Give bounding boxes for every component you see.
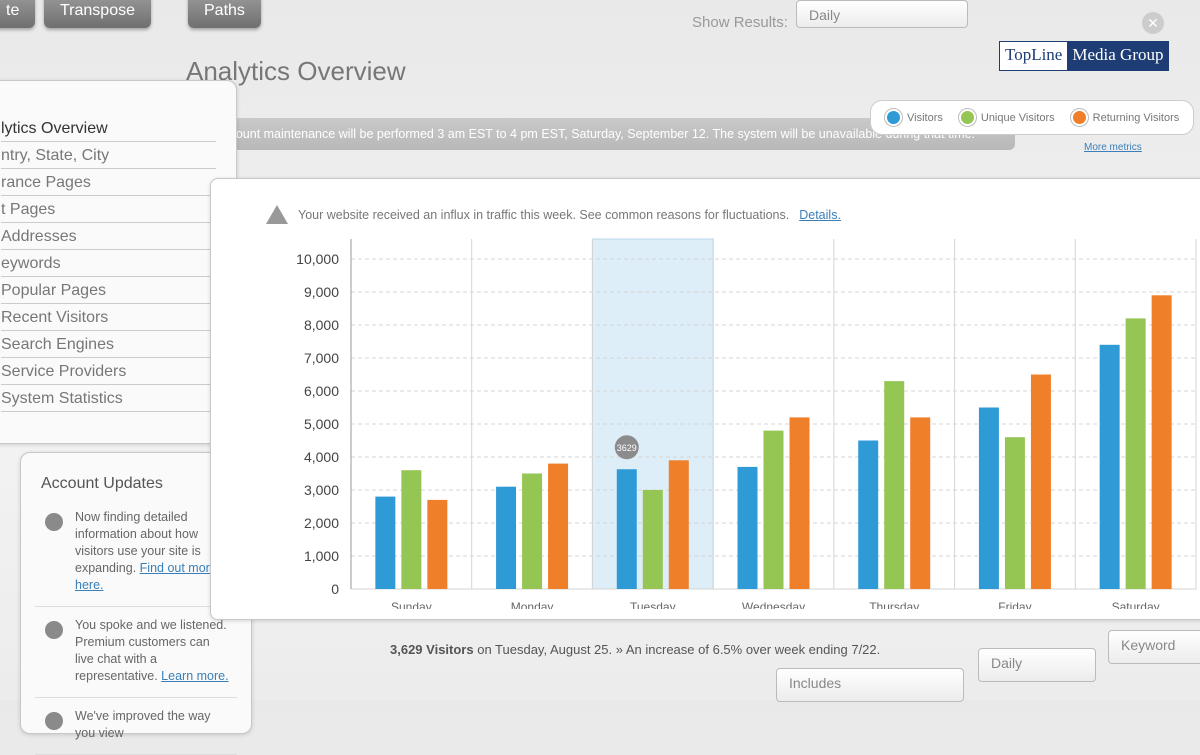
y-tick-label: 6,000 [304, 383, 339, 399]
y-tick-label: 2,000 [304, 515, 339, 531]
nav-item[interactable]: System Statistics [1, 385, 216, 412]
chart-panel: Your website received an influx in traff… [210, 178, 1200, 620]
legend-label: Returning Visitors [1092, 111, 1180, 124]
bar [427, 499, 448, 589]
update-item: You spoke and we listened. Premium custo… [35, 607, 237, 698]
show-results-label: Show Results: [692, 14, 788, 31]
x-tick-label: Thursday [869, 600, 919, 609]
toolbar-button[interactable]: Transpose [44, 0, 151, 28]
y-tick-label: 10,000 [296, 251, 339, 267]
caption-text: on Tuesday, August 25. » An increase of … [477, 642, 881, 657]
updates-title: Account Updates [41, 475, 163, 492]
y-tick-label: 8,000 [304, 317, 339, 333]
legend-label: Unique Visitors [980, 111, 1055, 124]
update-link[interactable]: Learn more. [161, 669, 229, 683]
bar [616, 469, 637, 589]
y-tick-label: 9,000 [304, 284, 339, 300]
x-tick-label: Tuesday [630, 600, 676, 609]
show-results-select[interactable]: Daily [796, 0, 968, 28]
legend-label: Visitors [907, 111, 943, 124]
nav-list: lytics Overview ntry, State, City rance Pa… [0, 81, 236, 412]
y-tick-label: 7,000 [304, 350, 339, 366]
update-text: Now finding detailed information about h… [75, 510, 201, 575]
logo-text: TopLine [1000, 42, 1068, 70]
legend-swatch [1070, 109, 1088, 126]
nav-item[interactable]: rance Pages [1, 169, 216, 196]
nav-item[interactable]: Search Engines [1, 331, 216, 358]
value-label: 3629 [617, 443, 637, 453]
toolbar-button[interactable]: Paths [188, 0, 261, 28]
alert-text: Your website received an influx in traff… [298, 207, 790, 222]
logo: TopLine Media Group [999, 41, 1170, 71]
update-text: We've improved the way you view [75, 709, 211, 740]
y-tick-label: 1,000 [304, 548, 339, 564]
update-icon [45, 513, 63, 531]
caption: 3,629 Visitors on Tuesday, August 25. » … [390, 642, 880, 657]
nav-item[interactable]: Service Providers [1, 358, 216, 385]
bar [1125, 318, 1146, 589]
nav-panel: lytics Overview ntry, State, City rance Pa… [0, 80, 237, 444]
period-select[interactable]: Daily [978, 648, 1096, 682]
update-icon [45, 712, 63, 730]
legend-item: Returning Visitors [1070, 109, 1180, 126]
update-item: We've improved the way you view [35, 698, 237, 755]
nav-item[interactable]: eywords [1, 250, 216, 277]
y-tick-label: 4,000 [304, 449, 339, 465]
x-tick-label: Sunday [391, 600, 432, 609]
more-metrics-link[interactable]: More metrics [1084, 142, 1142, 153]
y-tick-label: 5,000 [304, 416, 339, 432]
bar [1030, 374, 1051, 589]
chart: 0 1,000 2,000 3,000 4,000 5,000 6,000 7,000 8,00… [296, 238, 1197, 609]
update-item: Now finding detailed information about h… [35, 499, 237, 607]
bar [375, 496, 396, 589]
nav-item[interactable]: Popular Pages [1, 277, 216, 304]
bar [884, 381, 905, 589]
legend: Visitors Unique Visitors Returning Visitor… [870, 100, 1195, 135]
caption-bold: 3,629 Visitors [390, 642, 474, 657]
legend-swatch [958, 109, 976, 126]
alert-icon [266, 205, 288, 224]
y-tick-label: 3,000 [304, 482, 339, 498]
bar [763, 430, 784, 589]
bar [548, 463, 569, 589]
x-tick-label: Saturday [1112, 600, 1160, 609]
nav-item[interactable]: t Pages [1, 196, 216, 223]
nav-item[interactable]: lytics Overview [1, 115, 216, 142]
update-icon [45, 621, 63, 639]
bar [978, 407, 999, 589]
alert: Your website received an influx in traff… [266, 205, 841, 224]
bar [496, 486, 517, 589]
nav-item[interactable]: Addresses [1, 223, 216, 250]
bar [789, 417, 810, 589]
bar [642, 490, 663, 589]
update-link[interactable]: Find out more here. [75, 561, 217, 592]
value-label-badge [614, 435, 639, 460]
legend-item: Unique Visitors [958, 109, 1055, 126]
logo-text: Media Group [1067, 42, 1169, 70]
bar [737, 466, 758, 589]
keyword-input[interactable]: Keyword [1108, 630, 1200, 664]
y-tick-label: 0 [331, 581, 339, 597]
toolbar-button[interactable]: te [0, 0, 36, 28]
x-tick-label: Monday [511, 600, 554, 609]
bar [858, 440, 879, 589]
includes-select[interactable]: Includes [776, 668, 964, 702]
bar [668, 460, 689, 589]
bar [1004, 437, 1025, 589]
x-tick-label: Friday [998, 600, 1031, 609]
x-tick-label: Wednesday [742, 600, 805, 609]
nav-item[interactable]: Recent Visitors [1, 304, 216, 331]
close-button[interactable]: ✕ [1142, 12, 1164, 34]
legend-swatch [885, 109, 902, 126]
bar [522, 473, 543, 589]
bar [910, 417, 931, 589]
legend-item: Visitors [885, 109, 943, 126]
update-text: You spoke and we listened. Premium custo… [75, 618, 227, 683]
bar [1099, 344, 1120, 589]
bar [401, 470, 422, 589]
nav-item[interactable]: ntry, State, City [1, 142, 216, 169]
bar [1151, 295, 1172, 589]
alert-link[interactable]: Details. [799, 207, 841, 222]
